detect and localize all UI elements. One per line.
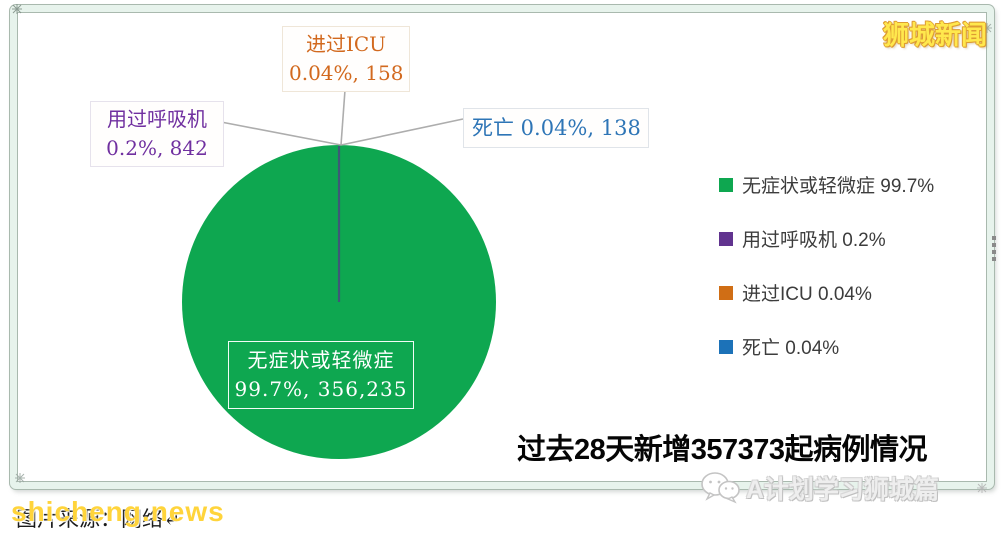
- leader-line-ventilator: [220, 121, 342, 146]
- site-watermark: shicheng.news: [11, 496, 225, 527]
- channel-watermark: A计划学习狮城篇: [700, 470, 939, 506]
- legend-swatch-purple: [719, 231, 733, 246]
- channel-watermark-text: A计划学习狮城篇: [746, 476, 940, 504]
- callout-icu-label: 进过ICU: [305, 32, 387, 56]
- legend-swatch-green: [719, 177, 733, 192]
- callout-icu-value: 0.04%, 158: [289, 61, 404, 85]
- pie-center-label-name: 无症状或轻微症: [247, 348, 395, 372]
- leader-line-icu: [340, 89, 346, 146]
- callout-icu: 进过ICU 0.04%, 158: [282, 26, 410, 92]
- callout-ventilator: 用过呼吸机 0.2%, 842: [90, 101, 224, 167]
- frame-pin-icon: [977, 483, 987, 493]
- callout-ventilator-value: 0.2%, 842: [106, 136, 208, 160]
- frame-pin-icon: [12, 4, 22, 14]
- chart-title: 过去28天新增357373起病例情况: [517, 434, 928, 466]
- whiteboard-frame: [10, 5, 994, 489]
- frame-pin-icon: [982, 23, 992, 33]
- legend-item-ventilator: 用过呼吸机 0.2%: [719, 225, 886, 252]
- frame-pin-icon: [15, 473, 25, 483]
- leader-line-death: [340, 118, 464, 146]
- brand-logo-text: 狮城新闻: [882, 20, 987, 50]
- callout-death: 死亡 0.04%, 138: [463, 108, 649, 149]
- image-credit-text: 图片来源：网络↵: [16, 507, 181, 531]
- legend-item-icu: 进过ICU 0.04%: [719, 279, 872, 306]
- legend-swatch-blue: [719, 339, 733, 354]
- pie-center-label-value: 99.7%, 356,235: [234, 377, 408, 401]
- legend-label: 进过ICU 0.04%: [742, 284, 872, 305]
- callout-ventilator-label: 用过呼吸机: [107, 107, 207, 131]
- legend-swatch-orange: [719, 285, 733, 300]
- legend-label: 无症状或轻微症 99.7%: [742, 176, 935, 197]
- drag-handle-dots-icon[interactable]: [992, 236, 996, 264]
- legend-item-asymptomatic: 无症状或轻微症 99.7%: [719, 171, 934, 198]
- legend-label: 用过呼吸机 0.2%: [742, 230, 886, 251]
- callout-death-text: 死亡 0.04%, 138: [472, 116, 641, 140]
- pie-center-label: 无症状或轻微症 99.7%, 356,235: [228, 341, 414, 409]
- legend-item-death: 死亡 0.04%: [719, 333, 839, 360]
- wechat-icon: [701, 472, 740, 504]
- legend-label: 死亡 0.04%: [742, 338, 840, 359]
